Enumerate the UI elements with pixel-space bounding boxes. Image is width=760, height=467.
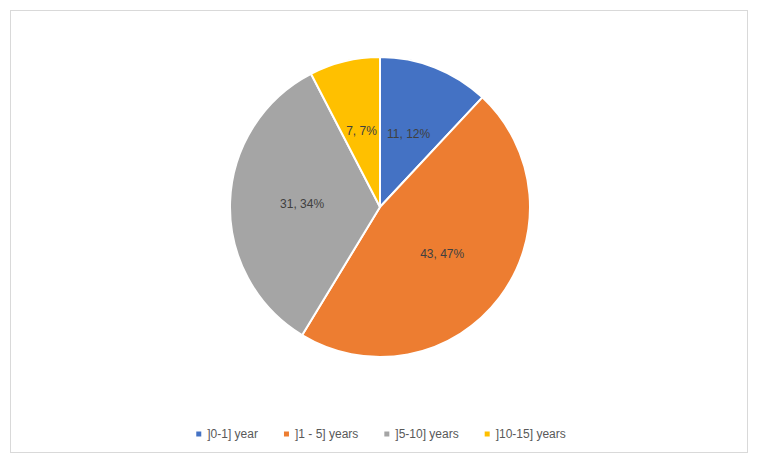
- svg-text:]0-1] year: ]0-1] year: [207, 427, 258, 441]
- svg-text:]5-10] years: ]5-10] years: [395, 427, 458, 441]
- svg-text:11, 12%: 11, 12%: [387, 127, 430, 141]
- svg-text:7, 7%: 7, 7%: [346, 124, 377, 138]
- svg-text:]1 - 5] years: ]1 - 5] years: [295, 427, 358, 441]
- svg-text:31, 34%: 31, 34%: [280, 197, 324, 211]
- svg-text:43, 47%: 43, 47%: [420, 247, 464, 261]
- svg-text:]10-15] years: ]10-15] years: [496, 427, 566, 441]
